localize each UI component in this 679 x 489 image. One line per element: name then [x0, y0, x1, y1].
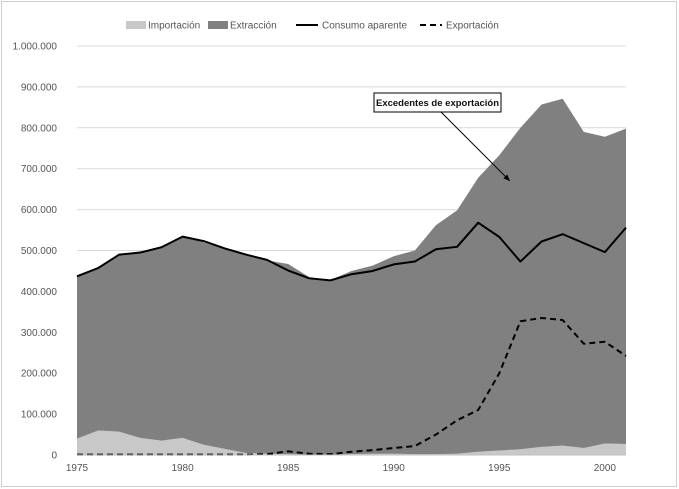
x-tick-label: 1990 — [383, 463, 406, 474]
x-tick-label: 2000 — [594, 463, 617, 474]
annotation: Excedentes de exportación — [373, 92, 511, 182]
annotation-arrowhead — [503, 174, 510, 181]
y-tick-label: 600.000 — [21, 205, 58, 216]
y-tick-label: 100.000 — [21, 410, 58, 421]
annotation-label: Excedentes de exportación — [376, 98, 499, 109]
line-consumo-aparente — [76, 221, 627, 282]
y-tick-label: 300.000 — [21, 328, 58, 339]
area-importaci-n — [77, 430, 626, 455]
legend-swatch-importaci-n — [126, 21, 146, 29]
axis-layer: 0 100.000 200.000 300.000 400.000 500.000 600.… — [13, 42, 626, 474]
y-tick-label: 900.000 — [21, 82, 58, 93]
y-tick-label: 0 — [51, 451, 57, 462]
annotation-box — [373, 92, 502, 113]
area-extracci-n — [77, 98, 626, 455]
legend-label-exportaci-n: Exportación — [446, 21, 499, 32]
x-tick-label: 1995 — [488, 463, 511, 474]
legend-swatch-extracci-n — [208, 21, 228, 29]
y-tick-label: 700.000 — [21, 164, 58, 175]
y-tick-label: 800.000 — [21, 123, 58, 134]
y-tick-label: 400.000 — [21, 287, 58, 298]
x-tick-label: 1985 — [277, 463, 300, 474]
annotation-arrow — [440, 111, 511, 182]
area-layer — [77, 98, 626, 455]
legend: Importación Extracción Consumo aparente Exp… — [126, 21, 499, 32]
x-tick-label: 1975 — [66, 463, 89, 474]
legend-label-extracci-n: Extracción — [230, 21, 277, 32]
y-tick-label: 200.000 — [21, 369, 58, 380]
y-tick-label: 1.000.000 — [13, 42, 58, 53]
x-tick-label: 1980 — [171, 463, 194, 474]
legend-label-importaci-n: Importación — [148, 21, 200, 32]
legend-label-consumo-aparente: Consumo aparente — [322, 21, 407, 32]
y-tick-label: 500.000 — [21, 246, 58, 257]
